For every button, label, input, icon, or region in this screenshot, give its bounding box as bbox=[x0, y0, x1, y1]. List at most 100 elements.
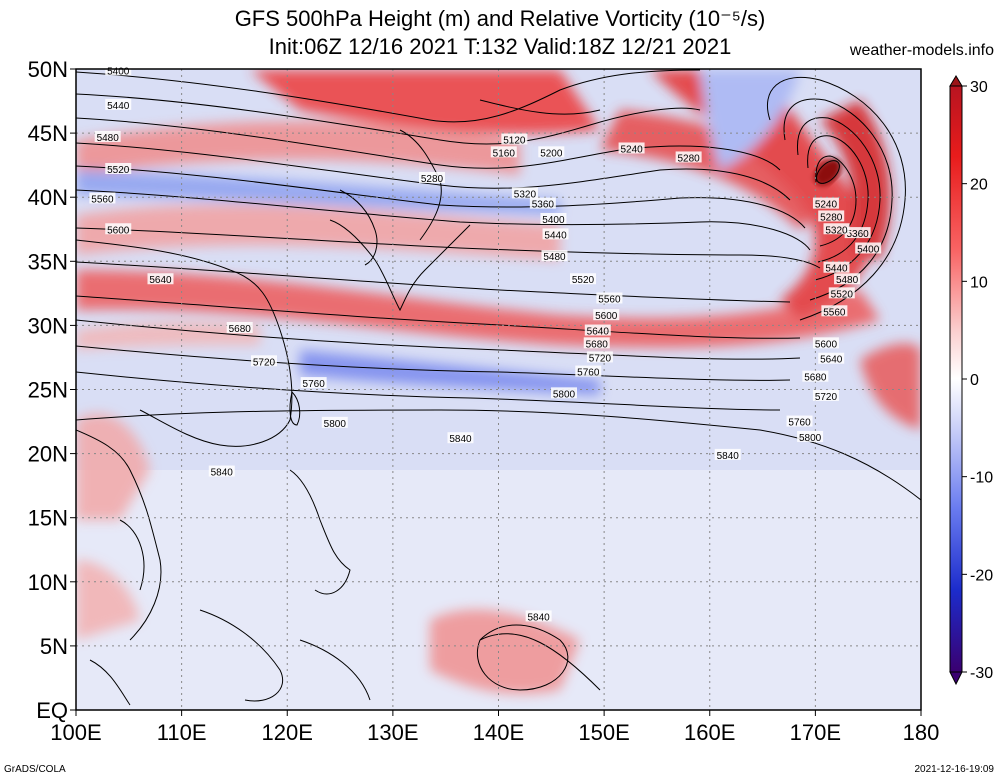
contour-label-text: 5480 bbox=[836, 275, 859, 286]
map-title-line2: Init:06Z 12/16 2021 T:132 Valid:18Z 12/2… bbox=[268, 34, 732, 59]
coastlines bbox=[76, 99, 601, 706]
contour-label: 5520 bbox=[570, 273, 596, 286]
contour-label: 5600 bbox=[812, 337, 839, 350]
contour-label: 5760 bbox=[575, 365, 602, 379]
height-contours bbox=[76, 69, 921, 691]
contour-label-text: 5840 bbox=[528, 612, 551, 623]
contour-label-text: 5240 bbox=[815, 200, 838, 211]
contour-label: 5640 bbox=[818, 352, 845, 366]
contour-label: 5440 bbox=[823, 261, 850, 275]
contour-label: 5760 bbox=[300, 377, 327, 390]
contour-label-text: 5800 bbox=[324, 419, 347, 430]
contour-label: 5840 bbox=[208, 465, 235, 479]
contour-label: 5680 bbox=[802, 370, 829, 384]
contour-label-text: 5400 bbox=[857, 244, 880, 255]
colorbar-tick-label: -10 bbox=[970, 470, 993, 487]
contour-label-text: 5200 bbox=[540, 148, 563, 159]
lat-tick-label: 40N bbox=[28, 185, 68, 210]
contour-label-text: 5840 bbox=[717, 451, 740, 462]
lat-tick-label: 30N bbox=[28, 313, 68, 338]
contour-label-text: 5600 bbox=[107, 225, 130, 236]
colorbar-tick-label: -30 bbox=[970, 665, 993, 682]
contour-label-text: 5800 bbox=[799, 433, 822, 444]
contour-label: 5840 bbox=[447, 432, 474, 445]
contour-label-text: 5520 bbox=[831, 289, 854, 300]
contour-label: 5800 bbox=[797, 430, 824, 444]
contour-label-text: 5120 bbox=[503, 136, 526, 147]
lat-tick-label: 25N bbox=[28, 378, 68, 403]
contour-label: 5560 bbox=[89, 192, 116, 205]
contour-label-text: 5280 bbox=[820, 212, 843, 223]
contour-label-text: 5760 bbox=[788, 418, 811, 429]
contour-labels: 5400544054805520556056005640568057205760… bbox=[89, 64, 882, 623]
contour-label-text: 5720 bbox=[589, 353, 612, 364]
contour-label: 5120 bbox=[501, 133, 528, 147]
contour-label: 5680 bbox=[226, 321, 253, 335]
contour-label: 5720 bbox=[251, 355, 278, 368]
contour-label-text: 5280 bbox=[421, 174, 444, 185]
contour-label: 5640 bbox=[584, 324, 611, 338]
contour-label: 5320 bbox=[511, 187, 538, 200]
contour-label: 5480 bbox=[541, 250, 568, 263]
contour-label-text: 5760 bbox=[303, 379, 326, 390]
lon-tick-label: 100E bbox=[50, 720, 101, 745]
lon-tick-label: 140E bbox=[473, 720, 524, 745]
contour-label: 5320 bbox=[823, 223, 850, 236]
contour-label: 5240 bbox=[812, 197, 839, 211]
contour-label: 5400 bbox=[540, 212, 567, 226]
lon-tick-label: 110E bbox=[157, 720, 207, 745]
contour-label-text: 5720 bbox=[253, 357, 276, 368]
contour-label-text: 5360 bbox=[532, 200, 555, 211]
map-title-line1: GFS 500hPa Height (m) and Relative Vorti… bbox=[234, 6, 766, 31]
contour-label-text: 5680 bbox=[586, 339, 609, 350]
colorbar-top-arrow bbox=[949, 75, 963, 87]
contour-label: 5440 bbox=[105, 98, 132, 112]
contour-label-text: 5720 bbox=[815, 392, 838, 403]
lat-tick-label: 35N bbox=[28, 249, 68, 274]
lat-tick-label: 5N bbox=[40, 634, 68, 659]
contour-label: 5560 bbox=[821, 305, 848, 318]
contour-label-text: 5320 bbox=[514, 189, 537, 200]
contour-label-text: 5600 bbox=[595, 311, 618, 322]
lat-tick-label: 15N bbox=[28, 506, 68, 531]
contour-label-text: 5520 bbox=[572, 275, 595, 286]
colorbar-scale bbox=[949, 85, 963, 673]
contour-label: 5280 bbox=[675, 151, 702, 164]
contour-label-text: 5480 bbox=[97, 133, 120, 144]
contour-label: 5800 bbox=[321, 416, 348, 430]
contour-label-text: 5280 bbox=[678, 153, 701, 164]
colorbar: 30 20 10 0 -10 -20 -30 bbox=[949, 75, 993, 686]
contour-label-text: 5440 bbox=[825, 264, 848, 275]
contour-label-text: 5840 bbox=[449, 434, 472, 445]
contour-label-text: 5520 bbox=[107, 165, 130, 176]
contour-label-text: 5640 bbox=[587, 327, 610, 338]
contour-label: 5800 bbox=[550, 387, 577, 400]
source-site: weather-models.info bbox=[849, 42, 994, 59]
contour-label: 5840 bbox=[714, 448, 741, 462]
contour-label-text: 5240 bbox=[620, 144, 643, 155]
contour-label: 5840 bbox=[525, 610, 552, 623]
contour-label: 5720 bbox=[586, 351, 613, 364]
lat-tick-label: 50N bbox=[28, 57, 68, 82]
contour-label: 5480 bbox=[94, 130, 121, 144]
contour-label: 5400 bbox=[105, 64, 132, 77]
contour-label: 5160 bbox=[490, 146, 517, 159]
contour-label-text: 5680 bbox=[229, 324, 252, 335]
contour-label-text: 5400 bbox=[107, 66, 130, 77]
contour-label: 5240 bbox=[618, 142, 645, 155]
contour-label: 5560 bbox=[596, 292, 623, 305]
contour-label: 5360 bbox=[529, 197, 556, 211]
contour-label-text: 5160 bbox=[493, 148, 516, 159]
contour-label: 5600 bbox=[105, 223, 132, 236]
contour-label-text: 5440 bbox=[544, 230, 567, 241]
contour-label: 5640 bbox=[147, 273, 174, 286]
contour-label: 5760 bbox=[786, 415, 813, 429]
contour-label: 5520 bbox=[828, 287, 855, 300]
contour-label-text: 5560 bbox=[91, 194, 114, 205]
contour-label-text: 5600 bbox=[815, 339, 838, 350]
contour-label: 5360 bbox=[844, 227, 871, 240]
contour-label: 5520 bbox=[105, 162, 132, 176]
colorbar-tick-label: 0 bbox=[970, 372, 979, 389]
contour-label: 5280 bbox=[418, 171, 445, 185]
